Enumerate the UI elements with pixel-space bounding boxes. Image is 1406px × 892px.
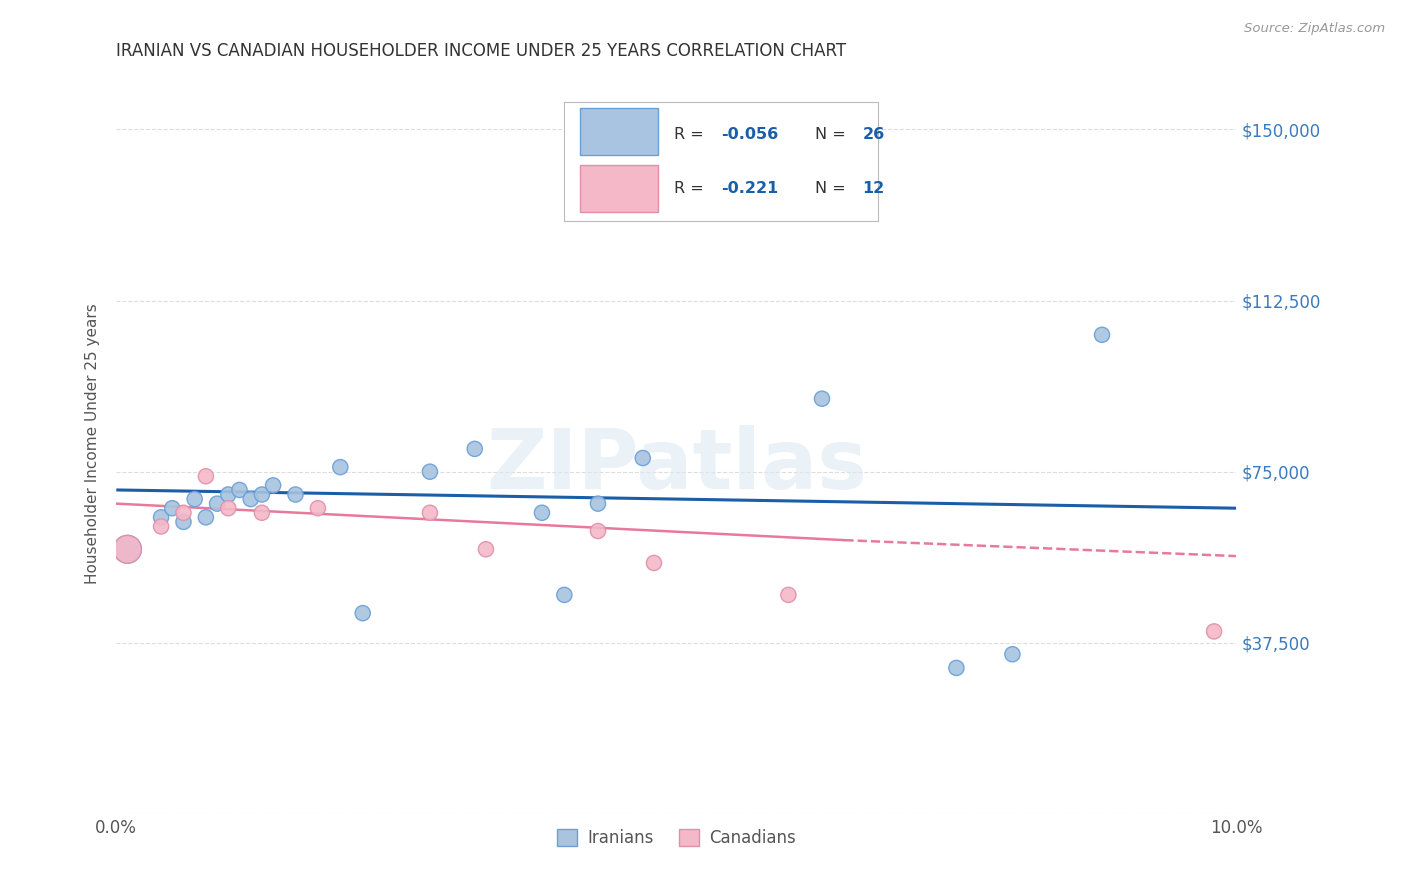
Point bbox=[530, 506, 553, 520]
Point bbox=[475, 542, 498, 557]
Point bbox=[228, 483, 250, 497]
Point bbox=[586, 497, 609, 511]
Point bbox=[194, 469, 217, 483]
Point bbox=[419, 506, 441, 520]
Point bbox=[586, 524, 609, 538]
Point bbox=[205, 497, 228, 511]
Point bbox=[464, 442, 486, 456]
Point bbox=[117, 542, 139, 557]
Point bbox=[1202, 624, 1225, 639]
Point bbox=[1001, 647, 1024, 661]
Point bbox=[117, 542, 139, 557]
Point bbox=[194, 510, 217, 524]
Point bbox=[239, 492, 262, 507]
Point bbox=[352, 606, 374, 620]
Point bbox=[284, 487, 307, 501]
Point bbox=[217, 501, 239, 516]
Point bbox=[173, 515, 195, 529]
Legend: Iranians, Canadians: Iranians, Canadians bbox=[551, 822, 801, 854]
Point bbox=[162, 501, 184, 516]
Text: IRANIAN VS CANADIAN HOUSEHOLDER INCOME UNDER 25 YEARS CORRELATION CHART: IRANIAN VS CANADIAN HOUSEHOLDER INCOME U… bbox=[117, 42, 846, 60]
Y-axis label: Householder Income Under 25 years: Householder Income Under 25 years bbox=[86, 302, 100, 583]
Point bbox=[183, 492, 205, 507]
Point bbox=[643, 556, 665, 570]
Text: ZIPatlas: ZIPatlas bbox=[486, 425, 868, 506]
Point bbox=[150, 519, 173, 533]
Point bbox=[173, 506, 195, 520]
Point bbox=[945, 661, 967, 675]
Point bbox=[553, 588, 575, 602]
Point bbox=[329, 460, 352, 475]
Point bbox=[150, 510, 173, 524]
Text: Source: ZipAtlas.com: Source: ZipAtlas.com bbox=[1244, 22, 1385, 36]
Point bbox=[419, 465, 441, 479]
Point bbox=[217, 487, 239, 501]
Point bbox=[262, 478, 284, 492]
Point bbox=[1091, 327, 1114, 342]
Point bbox=[643, 191, 665, 205]
Point bbox=[778, 588, 800, 602]
Point bbox=[250, 487, 273, 501]
Point bbox=[307, 501, 329, 516]
Point bbox=[631, 450, 654, 465]
Point bbox=[250, 506, 273, 520]
Point bbox=[811, 392, 834, 406]
